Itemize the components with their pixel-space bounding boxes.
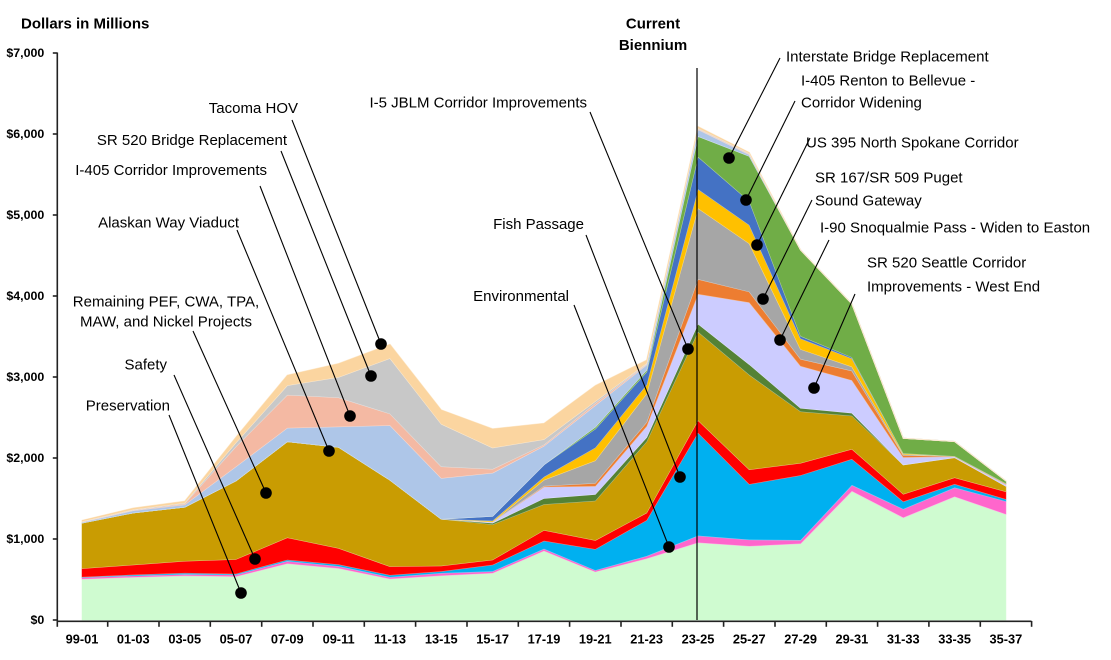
svg-text:07-09: 07-09 <box>271 632 304 647</box>
svg-text:$1,000: $1,000 <box>6 532 44 546</box>
svg-text:Alaskan Way Viaduct: Alaskan Way Viaduct <box>98 215 240 232</box>
svg-text:19-21: 19-21 <box>579 632 612 647</box>
svg-text:29-31: 29-31 <box>836 632 869 647</box>
svg-text:$4,000: $4,000 <box>6 289 44 303</box>
svg-text:21-23: 21-23 <box>630 632 663 647</box>
svg-text:01-03: 01-03 <box>117 632 150 647</box>
svg-text:09-11: 09-11 <box>323 632 355 647</box>
svg-text:Current: Current <box>626 16 680 33</box>
svg-text:I-5 JBLM Corridor Improvements: I-5 JBLM Corridor Improvements <box>369 95 587 112</box>
svg-text:99-01: 99-01 <box>66 632 99 647</box>
svg-text:Fish Passage: Fish Passage <box>493 216 584 233</box>
svg-text:35-37: 35-37 <box>990 632 1023 647</box>
svg-text:SR 520 Bridge Replacement: SR 520 Bridge Replacement <box>97 132 288 149</box>
svg-text:Environmental: Environmental <box>473 288 569 305</box>
svg-text:SR 520 Seattle Corridor: SR 520 Seattle Corridor <box>867 255 1026 272</box>
svg-text:Safety: Safety <box>124 357 167 374</box>
svg-text:Preservation: Preservation <box>86 398 170 415</box>
svg-text:Biennium: Biennium <box>619 37 687 54</box>
svg-text:31-33: 31-33 <box>887 632 920 647</box>
svg-text:Interstate Bridge Replacement: Interstate Bridge Replacement <box>786 49 989 66</box>
svg-text:Tacoma HOV: Tacoma HOV <box>209 100 298 117</box>
svg-text:33-35: 33-35 <box>938 632 971 647</box>
svg-text:27-29: 27-29 <box>784 632 817 647</box>
svg-text:Improvements - West End: Improvements - West End <box>867 279 1040 296</box>
svg-text:$0: $0 <box>31 613 45 627</box>
svg-text:I-405 Corridor Improvements: I-405 Corridor Improvements <box>75 162 267 179</box>
svg-text:I-90 Snoqualmie Pass - Widen t: I-90 Snoqualmie Pass - Widen to Easton <box>820 220 1090 237</box>
svg-text:11-13: 11-13 <box>374 632 406 647</box>
svg-text:$3,000: $3,000 <box>6 370 44 384</box>
svg-text:US 395 North Spokane Corridor: US 395 North Spokane Corridor <box>806 135 1019 152</box>
svg-text:$5,000: $5,000 <box>6 208 44 222</box>
svg-text:$7,000: $7,000 <box>6 46 44 60</box>
svg-text:23-25: 23-25 <box>682 632 715 647</box>
svg-text:15-17: 15-17 <box>476 632 509 647</box>
svg-text:Corridor Widening: Corridor Widening <box>801 95 922 112</box>
svg-text:03-05: 03-05 <box>168 632 201 647</box>
svg-text:$6,000: $6,000 <box>6 127 44 141</box>
svg-text:$2,000: $2,000 <box>6 451 44 465</box>
svg-text:Dollars in Millions: Dollars in Millions <box>21 16 149 33</box>
svg-text:MAW, and Nickel Projects: MAW, and Nickel Projects <box>80 314 252 331</box>
svg-text:SR 167/SR 509 Puget: SR 167/SR 509 Puget <box>815 170 963 187</box>
svg-text:13-15: 13-15 <box>425 632 458 647</box>
svg-text:I-405 Renton to Bellevue -: I-405 Renton to Bellevue - <box>801 73 975 90</box>
svg-text:05-07: 05-07 <box>220 632 253 647</box>
svg-text:17-19: 17-19 <box>528 632 561 647</box>
svg-text:Sound Gateway: Sound Gateway <box>815 193 922 210</box>
svg-text:Remaining PEF, CWA, TPA,: Remaining PEF, CWA, TPA, <box>73 294 259 311</box>
svg-text:25-27: 25-27 <box>733 632 766 647</box>
